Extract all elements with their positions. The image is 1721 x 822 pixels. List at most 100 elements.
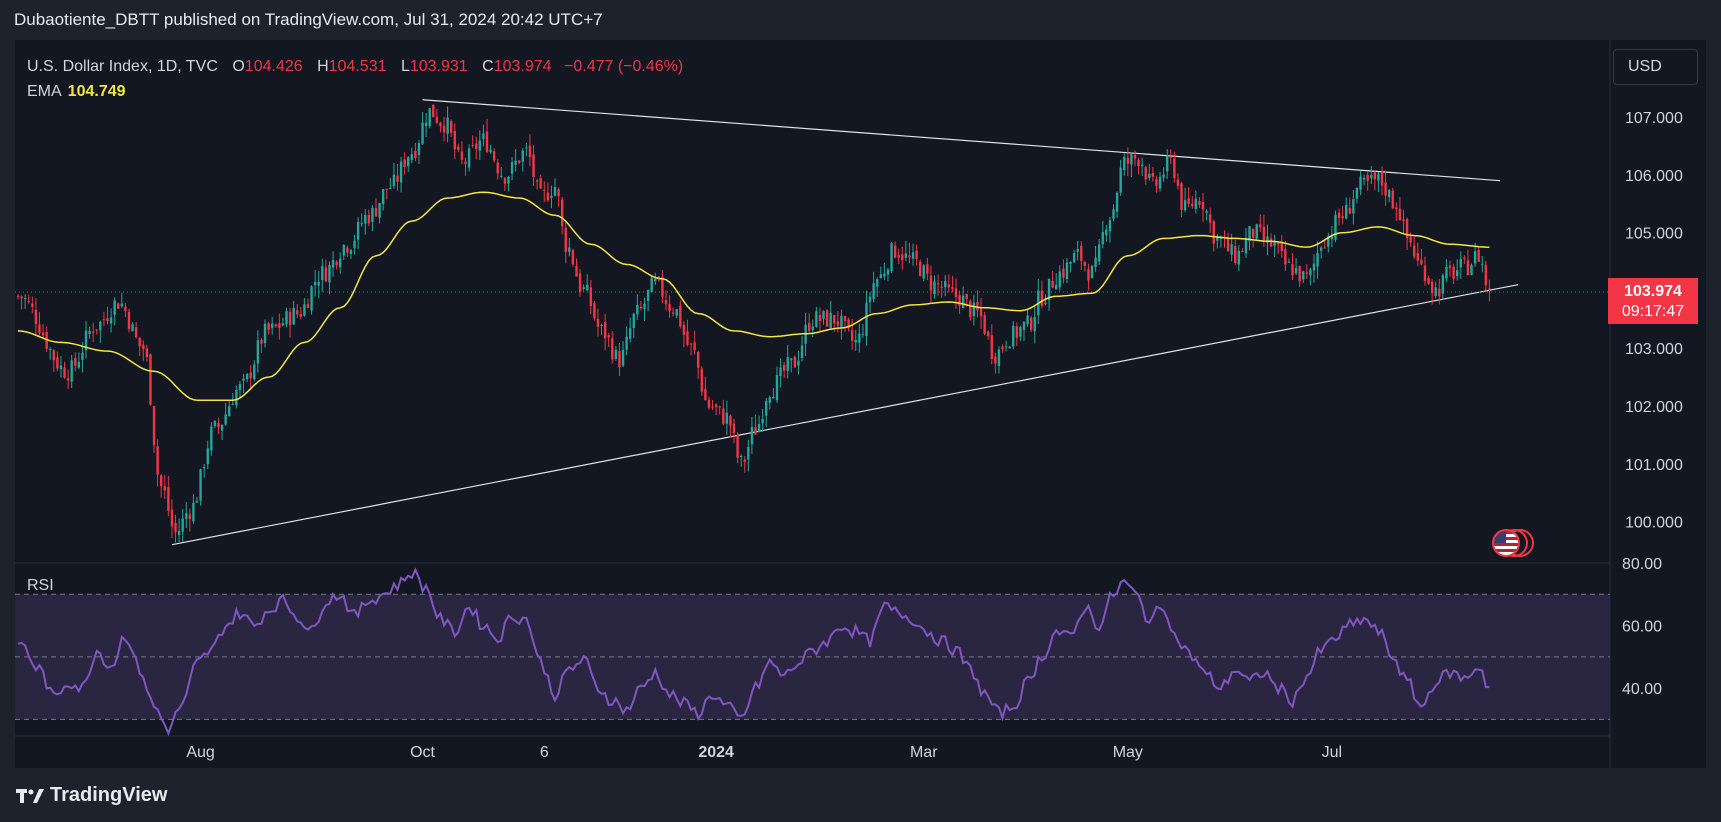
- candle-body: [922, 265, 925, 279]
- candle-body: [16, 295, 20, 297]
- candle-body: [20, 296, 23, 299]
- candle-body: [117, 303, 120, 309]
- candle-body: [306, 304, 310, 308]
- candle-body: [786, 357, 789, 372]
- candle-body: [990, 335, 993, 359]
- candle-body: [220, 424, 224, 431]
- candle-body: [747, 446, 750, 460]
- candle-body: [195, 500, 199, 503]
- candle-body: [1055, 284, 1058, 290]
- candle-body: [1040, 290, 1044, 306]
- candle-body: [1441, 275, 1445, 294]
- candle-body: [256, 340, 260, 364]
- candle-body: [396, 175, 399, 182]
- candle-body: [288, 312, 292, 326]
- candle-body: [578, 273, 582, 292]
- candle-body: [1173, 158, 1176, 178]
- candle-body: [1008, 346, 1011, 349]
- price-axis: 107.000 106.000 105.000 103.000 102.000 101.0…: [1622, 110, 1683, 698]
- last-price-tag: 103.974 09:17:47: [1608, 278, 1698, 324]
- ema-path: [17, 191, 1490, 401]
- candle-body: [707, 399, 711, 408]
- candle-body: [1291, 264, 1294, 276]
- candle-body: [858, 333, 861, 343]
- candle-body: [1065, 262, 1069, 280]
- candle-body: [944, 280, 947, 288]
- candle-body: [1302, 271, 1305, 280]
- tradingview-logo[interactable]: TradingView: [16, 784, 167, 807]
- candle-body: [317, 281, 320, 286]
- candle-body: [160, 475, 163, 487]
- candle-body: [1076, 249, 1079, 252]
- candle-body: [453, 130, 456, 150]
- candle-body: [389, 187, 392, 189]
- candle-body: [725, 412, 729, 424]
- candle-body: [202, 466, 206, 469]
- candle-body: [1148, 173, 1151, 178]
- candle-body: [679, 306, 682, 327]
- candle-body: [593, 303, 596, 319]
- candle-body: [1140, 164, 1144, 166]
- candle-body: [1069, 261, 1072, 264]
- candle-body: [1405, 219, 1409, 239]
- candle-body: [983, 315, 986, 334]
- candle-body: [883, 273, 886, 277]
- candle-body: [911, 252, 915, 259]
- candle-body: [518, 160, 521, 163]
- candle-body: [149, 354, 152, 405]
- candle-body: [485, 131, 489, 152]
- candle-body: [1359, 176, 1362, 190]
- candle-body: [1380, 171, 1384, 186]
- candle-body: [407, 157, 410, 167]
- candle-body: [861, 333, 865, 335]
- candle-body: [1130, 154, 1133, 165]
- candle-body: [245, 374, 249, 380]
- high-label: H: [317, 58, 329, 75]
- candle-body: [231, 403, 235, 405]
- candle-body: [686, 331, 689, 345]
- currency-button[interactable]: USD: [1613, 49, 1698, 85]
- candle-body: [399, 161, 403, 183]
- candle-body: [113, 300, 116, 315]
- candle-body: [539, 178, 542, 189]
- candle-body: [1205, 211, 1208, 213]
- candle-body: [611, 338, 614, 360]
- candle-body: [292, 307, 295, 325]
- us-flag-icon[interactable]: [1492, 529, 1520, 557]
- price-tick-label: 101.000: [1625, 457, 1683, 474]
- candle-body: [997, 349, 1001, 367]
- candle-body: [1384, 182, 1387, 196]
- candle-body: [131, 324, 134, 332]
- time-tick-label: Mar: [910, 744, 938, 761]
- candle-body: [349, 250, 353, 254]
- candle-body: [310, 286, 313, 311]
- candle-body: [124, 306, 127, 311]
- candle-body: [1187, 198, 1190, 204]
- candle-body: [442, 125, 446, 133]
- rsi-tick-label: 80.00: [1622, 556, 1662, 573]
- high-value: 104.531: [328, 58, 387, 75]
- candle-body: [81, 352, 84, 360]
- candle-body: [253, 364, 256, 380]
- candle-body: [714, 404, 718, 408]
- trendline: [171, 284, 1519, 546]
- low-value: 103.931: [409, 58, 468, 75]
- candle-body: [915, 250, 918, 260]
- candle-body: [1241, 251, 1244, 253]
- rsi-band: [15, 593, 1610, 720]
- candle-body: [1155, 179, 1158, 186]
- candle-body: [88, 330, 91, 335]
- candle-body: [1341, 216, 1344, 219]
- candle-body: [478, 140, 482, 151]
- candle-body: [1212, 221, 1215, 244]
- candle-body: [63, 367, 66, 378]
- candle-body: [95, 329, 98, 331]
- candle-body: [1058, 271, 1062, 288]
- candle-body: [833, 314, 836, 324]
- close-label: C: [482, 58, 494, 75]
- candle-body: [303, 304, 306, 316]
- candle-body: [1484, 264, 1488, 286]
- candle-body: [1423, 265, 1427, 281]
- candle-body: [321, 266, 324, 281]
